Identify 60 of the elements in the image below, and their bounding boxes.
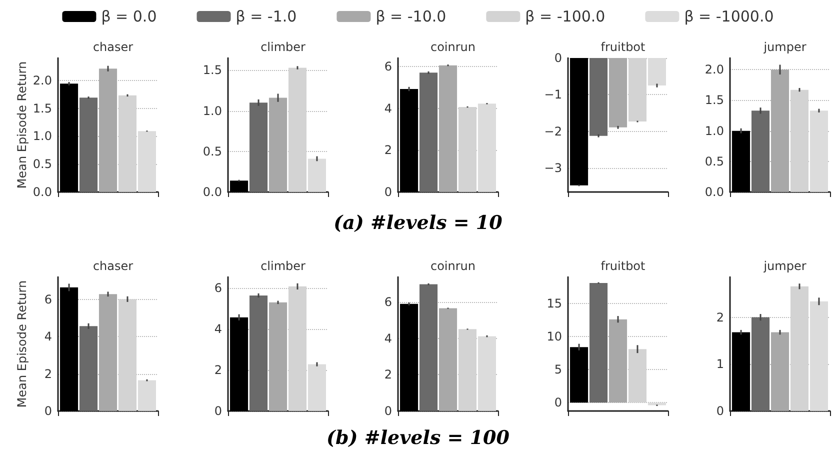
y-tick-label: 0.5 bbox=[32, 157, 52, 172]
y-tick-label: 0.0 bbox=[32, 185, 52, 199]
y-tick-label: 2 bbox=[384, 143, 392, 158]
y-tick-label: 0 bbox=[554, 396, 562, 410]
chart-title: climber bbox=[260, 40, 306, 54]
y-tick-label: 0 bbox=[384, 185, 392, 199]
y-tick-label: 6 bbox=[44, 292, 52, 306]
y-tick-label: 0 bbox=[44, 404, 52, 418]
y-tick-label: 1.0 bbox=[202, 104, 222, 118]
chart-title: coinrun bbox=[430, 40, 476, 54]
chart-title: coinrun bbox=[430, 259, 476, 273]
y-tick-label: 5 bbox=[554, 362, 562, 377]
y-tick-label: 2 bbox=[44, 366, 52, 381]
y-tick-label: 0 bbox=[214, 404, 222, 418]
y-tick-label: 2 bbox=[214, 363, 222, 378]
chart-title: chaser bbox=[92, 40, 134, 54]
legend-label: β = -1.0 bbox=[236, 8, 297, 26]
y-tick-label: 6 bbox=[384, 59, 392, 74]
y-tick-label: 10 bbox=[546, 330, 562, 344]
legend-label: β = -100.0 bbox=[525, 8, 606, 26]
y-tick-label: −2 bbox=[544, 124, 562, 138]
y-tick-label: 6 bbox=[384, 294, 392, 309]
y-axis-title: Mean Episode Return bbox=[15, 280, 29, 408]
y-tick-label: 1.5 bbox=[704, 93, 724, 108]
y-tick-label: 4 bbox=[214, 322, 222, 336]
y-tick-label: 15 bbox=[546, 296, 562, 310]
y-tick-label: −3 bbox=[544, 161, 562, 176]
legend-label: β = -1000.0 bbox=[684, 8, 774, 26]
y-tick-label: 1.5 bbox=[32, 101, 52, 116]
chart-title: climber bbox=[260, 259, 306, 273]
chart-title: jumper bbox=[762, 40, 806, 54]
y-tick-label: 1.0 bbox=[32, 129, 52, 144]
y-tick-label: 2.0 bbox=[32, 73, 52, 88]
y-axis-title: Mean Episode Return bbox=[15, 61, 29, 189]
y-tick-label: 2 bbox=[384, 368, 392, 382]
y-tick-label: 0.0 bbox=[704, 185, 724, 199]
y-tick-label: 0 bbox=[716, 404, 724, 418]
y-tick-label: 1 bbox=[716, 357, 724, 372]
y-tick-label: 4 bbox=[384, 331, 392, 346]
y-tick-label: 0.0 bbox=[202, 185, 222, 199]
legend-label: β = -10.0 bbox=[376, 8, 446, 26]
y-tick-label: 0 bbox=[554, 51, 562, 65]
y-tick-label: 2 bbox=[716, 310, 724, 324]
y-tick-label: 2.0 bbox=[704, 62, 724, 77]
text: (a) #levels = 10 bbox=[332, 212, 504, 234]
chart-title: fruitbot bbox=[600, 259, 646, 273]
y-tick-label: 0.5 bbox=[704, 154, 724, 168]
y-tick-label: 4 bbox=[384, 101, 392, 116]
chart-title: fruitbot bbox=[600, 40, 646, 54]
y-tick-label: 0.5 bbox=[202, 144, 222, 158]
y-tick-label: 1.5 bbox=[202, 63, 222, 78]
text: (b) #levels = 100 bbox=[326, 427, 510, 449]
y-tick-label: 0 bbox=[384, 404, 392, 418]
y-tick-label: 4 bbox=[44, 330, 52, 344]
y-tick-label: −1 bbox=[544, 88, 562, 102]
chart-title: chaser bbox=[92, 259, 134, 273]
legend-label: β = 0.0 bbox=[101, 8, 157, 26]
y-tick-label: 1.0 bbox=[704, 124, 724, 138]
y-tick-label: 6 bbox=[214, 281, 222, 296]
chart-title: jumper bbox=[762, 259, 806, 273]
